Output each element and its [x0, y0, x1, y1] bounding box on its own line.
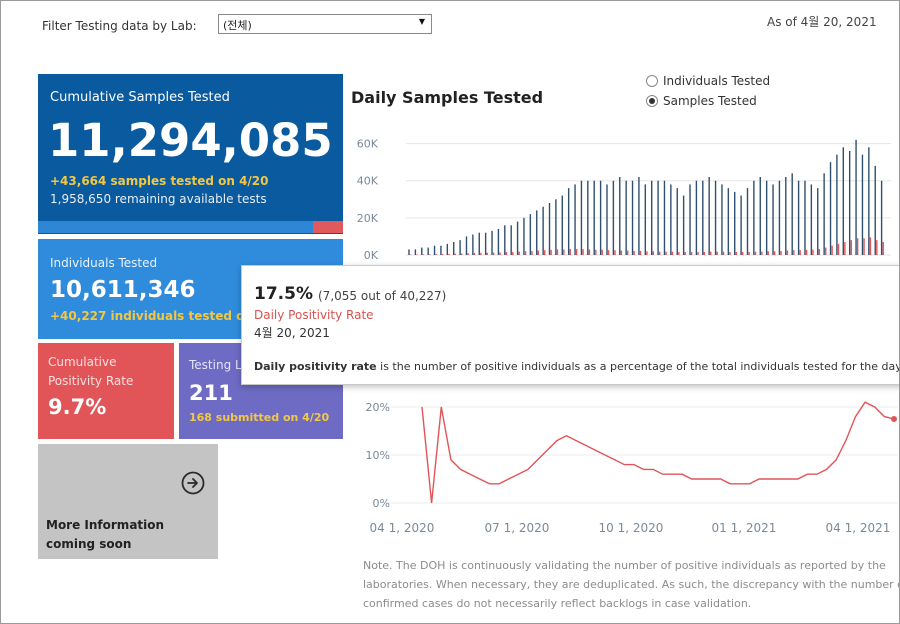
bar-ytick-label: 40K [357, 175, 379, 188]
line-xtick-label: 04 1, 2021 [826, 521, 891, 535]
individuals-tested-delta: +40,227 individuals tested on 4/20 [50, 309, 287, 323]
positivity-line[interactable] [421, 401, 895, 504]
testing-labs-value: 211 [189, 381, 233, 405]
tooltip-description-bold: Daily positivity rate [254, 360, 377, 373]
filter-label: Filter Testing data by Lab: [42, 19, 197, 33]
line-xtick-label: 04 1, 2020 [370, 521, 435, 535]
individuals-tested-value: 10,611,346 [50, 277, 196, 303]
tooltip-date: 4월 20, 2021 [254, 326, 330, 340]
tooltip-description-rest: is the number of positive individuals as… [376, 360, 900, 373]
tooltip-description: Daily positivity rate is the number of p… [254, 360, 900, 373]
positivity-tooltip: 17.5% (7,055 out of 40,227) Daily Positi… [241, 265, 900, 385]
cumulative-samples-delta: +43,664 samples tested on 4/20 [50, 174, 269, 188]
positivity-rate-title: Cumulative Positivity Rate [48, 353, 133, 391]
daily-chart-title: Daily Samples Tested [351, 88, 544, 107]
line-xtick-label: 07 1, 2020 [485, 521, 550, 535]
positivity-hover-point[interactable] [891, 416, 897, 422]
cumulative-samples-card: Cumulative Samples Tested 11,294,085 +43… [38, 74, 343, 234]
positivity-rate-value: 9.7% [48, 395, 107, 419]
more-information-card[interactable]: More Information coming soon [38, 444, 218, 559]
cumulative-samples-title: Cumulative Samples Tested [50, 90, 230, 105]
radio-individuals-dot [646, 75, 658, 87]
arrow-right-circle-icon[interactable] [181, 471, 205, 495]
line-ytick-label: 20% [366, 401, 390, 414]
line-ytick-label: 0% [373, 497, 390, 510]
more-information-text: More Information coming soon [46, 516, 186, 554]
note-line3: confirmed cases do not necessarily refle… [363, 597, 752, 610]
line-ytick-label: 10% [366, 449, 390, 462]
lab-filter-value: (전체) [223, 19, 252, 32]
tests-capacity-remaining [312, 221, 343, 233]
validation-note: Note. The DOH is continuously validating… [363, 556, 899, 613]
cumulative-samples-value: 11,294,085 [48, 114, 333, 167]
tooltip-detail: (7,055 out of 40,227) [318, 289, 447, 303]
testing-labs-delta: 168 submitted on 4/20 [189, 411, 330, 424]
note-line2: laboratories. When necessary, they are d… [363, 578, 899, 591]
line-xtick-label: 10 1, 2020 [599, 521, 664, 535]
tooltip-rate: 17.5% [254, 284, 313, 304]
chevron-down-icon: ▼ [418, 17, 425, 26]
bar-ytick-label: 0K [364, 249, 379, 261]
positivity-rate-title-line2: Positivity Rate [48, 374, 134, 388]
positivity-rate-card: Cumulative Positivity Rate 9.7% [38, 343, 174, 439]
remaining-tests: 1,958,650 remaining available tests [50, 192, 267, 206]
more-information-line1: More Information [46, 518, 165, 532]
line-xtick-label: 01 1, 2021 [712, 521, 777, 535]
radio-individuals-label: Individuals Tested [663, 74, 771, 88]
positivity-rate-title-line1: Cumulative [48, 355, 117, 369]
bar-ytick-label: 20K [357, 212, 379, 225]
bar-ytick-label: 60K [357, 138, 379, 151]
chart-metric-toggle: Individuals Tested Samples Tested [646, 71, 770, 111]
lab-filter-dropdown[interactable]: (전체) ▼ [218, 14, 432, 34]
radio-samples-label: Samples Tested [663, 94, 757, 108]
positivity-rate-chart: 0% 10% 20% 04 1, 2020 07 1, 2020 10 1, 2020 01… [366, 401, 898, 535]
individuals-tested-title: Individuals Tested [50, 256, 158, 270]
as-of-date: As of 4월 20, 2021 [767, 15, 877, 29]
tooltip-label: Daily Positivity Rate [254, 308, 374, 322]
radio-samples-tested[interactable]: Samples Tested [646, 91, 770, 111]
more-information-line2: coming soon [46, 537, 132, 551]
radio-samples-dot [646, 95, 658, 107]
radio-individuals-tested[interactable]: Individuals Tested [646, 71, 770, 91]
daily-samples-chart: 0K 20K 40K 60K [357, 138, 891, 261]
note-line1: Note. The DOH is continuously validating… [363, 559, 886, 572]
tests-capacity-bar [38, 221, 343, 233]
